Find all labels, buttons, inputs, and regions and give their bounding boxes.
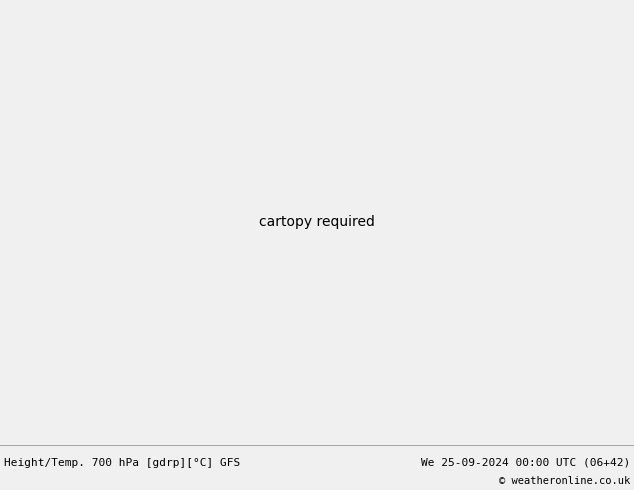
Text: © weatheronline.co.uk: © weatheronline.co.uk xyxy=(499,476,630,486)
Text: Height/Temp. 700 hPa [gdrp][°C] GFS: Height/Temp. 700 hPa [gdrp][°C] GFS xyxy=(4,458,240,468)
Text: We 25-09-2024 00:00 UTC (06+42): We 25-09-2024 00:00 UTC (06+42) xyxy=(421,458,630,468)
Text: cartopy required: cartopy required xyxy=(259,216,375,229)
